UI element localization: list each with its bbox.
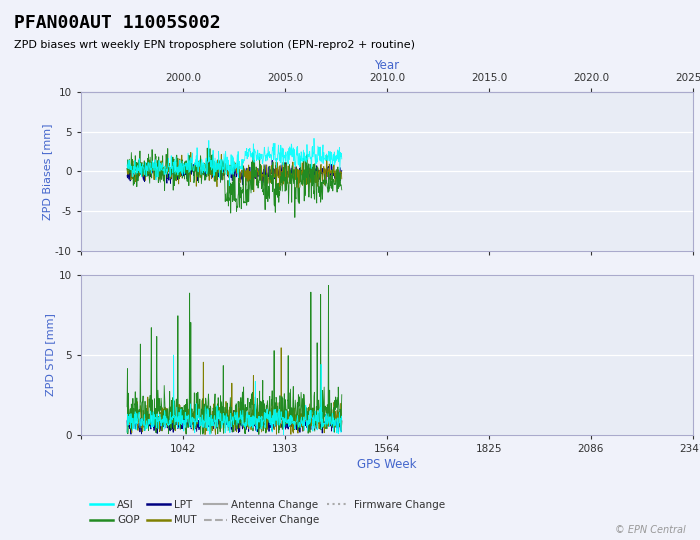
X-axis label: GPS Week: GPS Week [357,458,416,471]
Text: ZPD biases wrt weekly EPN troposphere solution (EPN-repro2 + routine): ZPD biases wrt weekly EPN troposphere so… [14,40,415,51]
Y-axis label: ZPD STD [mm]: ZPD STD [mm] [46,314,55,396]
Y-axis label: ZPD Biases [mm]: ZPD Biases [mm] [42,123,52,220]
Text: © EPN Central: © EPN Central [615,524,686,535]
Legend: ASI, GOP, LPT, MUT, Antenna Change, Receiver Change, Firmware Change: ASI, GOP, LPT, MUT, Antenna Change, Rece… [85,496,449,529]
Text: PFAN00AUT 11005S002: PFAN00AUT 11005S002 [14,14,220,31]
X-axis label: Year: Year [374,59,399,72]
